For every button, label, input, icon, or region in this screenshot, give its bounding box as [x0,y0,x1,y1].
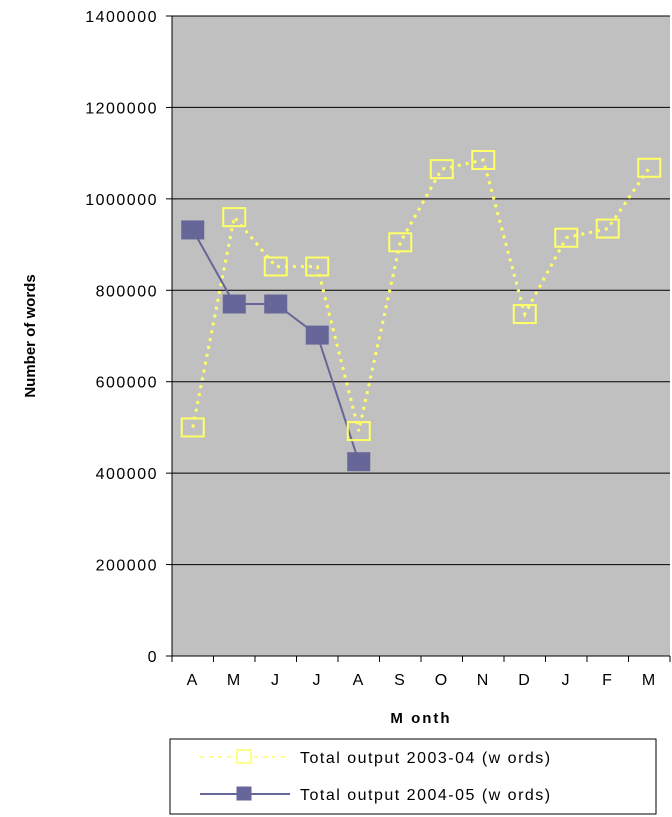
plot-area [172,16,670,656]
data-point-series-1 [429,159,454,180]
y-tick-label: 800000 [96,283,158,300]
legend: Total output 2003-04 (w ords) Total outpu… [169,738,657,815]
y-tick-label: 0 [148,649,158,666]
x-tick-label: M [642,672,657,689]
y-axis-tick-labels: 0 200000 400000 600000 800000 1000000 1200000 1… [85,9,158,666]
x-axis-title: M onth [390,710,451,727]
data-point-series-2 [222,294,246,314]
x-tick-label: O [435,672,449,689]
data-point-series-2 [181,220,205,240]
x-tick-label: M [227,672,242,689]
legend-label-1: Total output 2003-04 (w ords) [300,750,552,767]
x-tick-label: F [602,672,613,689]
data-point-series-1 [263,256,288,277]
x-tick-label: D [518,672,531,689]
axes [166,15,671,662]
data-point-series-1 [471,150,496,170]
data-point-series-1 [554,227,579,248]
y-tick-label: 1400000 [85,9,158,26]
data-point-series-1 [305,256,330,277]
x-tick-label: J [271,672,281,689]
data-point-series-1 [346,421,371,442]
legend-marker-1 [236,749,252,764]
y-tick-label: 400000 [96,466,158,483]
data-point-series-2 [264,294,288,314]
y-tick-label: 600000 [96,375,158,392]
data-point-series-1 [222,207,247,228]
data-point-series-1 [637,157,662,178]
data-point-series-2 [347,452,371,472]
y-tick-label: 1200000 [85,100,158,117]
y-tick-label: 200000 [96,558,158,575]
data-point-series-1 [595,218,620,239]
gridlines [172,15,670,566]
y-tick-label: 1000000 [85,192,158,209]
x-tick-label: N [477,672,490,689]
x-tick-label: J [562,672,572,689]
x-tick-label: S [394,672,406,689]
x-tick-label: A [353,672,365,689]
data-point-series-1 [388,232,413,253]
legend-marker-2 [236,786,252,801]
series-markers [180,150,662,472]
x-tick-label: A [187,672,199,689]
data-point-series-1 [180,417,205,438]
data-point-series-2 [305,325,329,345]
legend-entries: Total output 2003-04 (w ords) Total outpu… [200,749,552,804]
data-point-series-1 [512,304,537,325]
legend-label-2: Total output 2004-05 (w ords) [300,787,552,804]
x-tick-label: J [313,672,323,689]
y-axis-title: Number of words [22,274,39,397]
